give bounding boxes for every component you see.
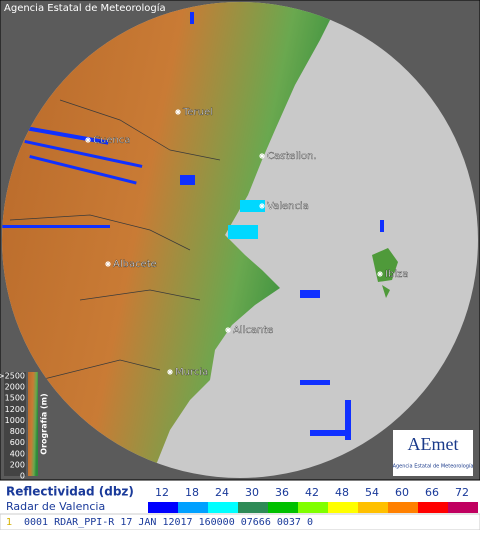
logo-name: AEmet <box>408 434 459 454</box>
city-label: Albacete <box>113 259 157 270</box>
legend-swatch <box>208 502 238 513</box>
legend: 12 18 24 30 36 42 48 54 60 66 72 <box>148 486 478 513</box>
legend-subtitle: Radar de Valencia <box>6 500 105 513</box>
radar-coverage <box>2 2 478 478</box>
elevation-label: 0 <box>20 472 25 481</box>
legend-value: 42 <box>305 486 319 499</box>
elevation-label: 200 <box>10 460 25 469</box>
legend-value: 24 <box>215 486 229 499</box>
legend-value: 12 <box>155 486 169 499</box>
city-label: Alicante <box>233 325 273 336</box>
elevation-bar <box>28 372 38 476</box>
city-labels: Teruel Cuenca Castellon. Valencia Albacete Al… <box>85 107 409 378</box>
island <box>382 285 390 298</box>
legend-value: 72 <box>455 486 469 499</box>
legend-swatch <box>268 502 298 513</box>
elevation-label: 1500 <box>5 394 25 403</box>
status-text: 0001 RDAR_PPI-R 17 JAN 12017 160000 0766… <box>24 517 313 528</box>
city-marker <box>377 271 383 277</box>
city-marker <box>85 137 91 143</box>
city-label: Ibiza <box>385 269 408 280</box>
legend-swatch <box>358 502 388 513</box>
city-label: Cuenca <box>93 135 130 146</box>
legend-value: 48 <box>335 486 349 499</box>
status-flag: 1 <box>6 517 12 528</box>
strong-echoes <box>228 200 265 239</box>
legend-swatch <box>298 502 328 513</box>
legend-value: 54 <box>365 486 379 499</box>
map-frame <box>0 0 480 481</box>
city-label: Teruel <box>182 107 213 118</box>
elevation-title: Orografía (m) <box>40 393 49 454</box>
radar-echoes <box>2 12 384 440</box>
city-marker <box>225 327 231 333</box>
elevation-label: 600 <box>10 438 25 447</box>
elevation-panel <box>4 372 26 476</box>
city-marker <box>105 261 111 267</box>
elevation-label: 1000 <box>5 416 25 425</box>
legend-value: 30 <box>245 486 259 499</box>
elevation-label: 1200 <box>5 405 25 414</box>
legend-swatch <box>418 502 448 513</box>
elevation-label: 800 <box>10 427 25 436</box>
city-label: Murcia <box>175 367 208 378</box>
city-marker <box>175 109 181 115</box>
legend-swatch <box>448 502 478 513</box>
logo-text: Agencia Estatal de Meteorología <box>393 463 474 470</box>
legend-value: 18 <box>185 486 199 499</box>
city-label: Valencia <box>267 201 309 212</box>
elevation-label: >2500 <box>0 372 25 381</box>
legend-value: 36 <box>275 486 289 499</box>
legend-swatch <box>328 502 358 513</box>
city-marker <box>167 369 173 375</box>
legend-swatch <box>388 502 418 513</box>
legend-title: Reflectividad (dbz) <box>6 485 134 499</box>
legend-value: 60 <box>395 486 409 499</box>
city-marker <box>259 153 265 159</box>
agency-label: Agencia Estatal de Meteorología <box>4 2 166 14</box>
elevation-label: 2000 <box>5 383 25 392</box>
elevation-label: 400 <box>10 449 25 458</box>
legend-swatch <box>178 502 208 513</box>
legend-value: 66 <box>425 486 439 499</box>
borders <box>9 99 221 381</box>
logo-box <box>393 430 473 476</box>
city-label: Castellon. <box>267 151 317 162</box>
city-marker <box>259 203 265 209</box>
legend-swatch <box>238 502 268 513</box>
legend-swatch <box>148 502 178 513</box>
